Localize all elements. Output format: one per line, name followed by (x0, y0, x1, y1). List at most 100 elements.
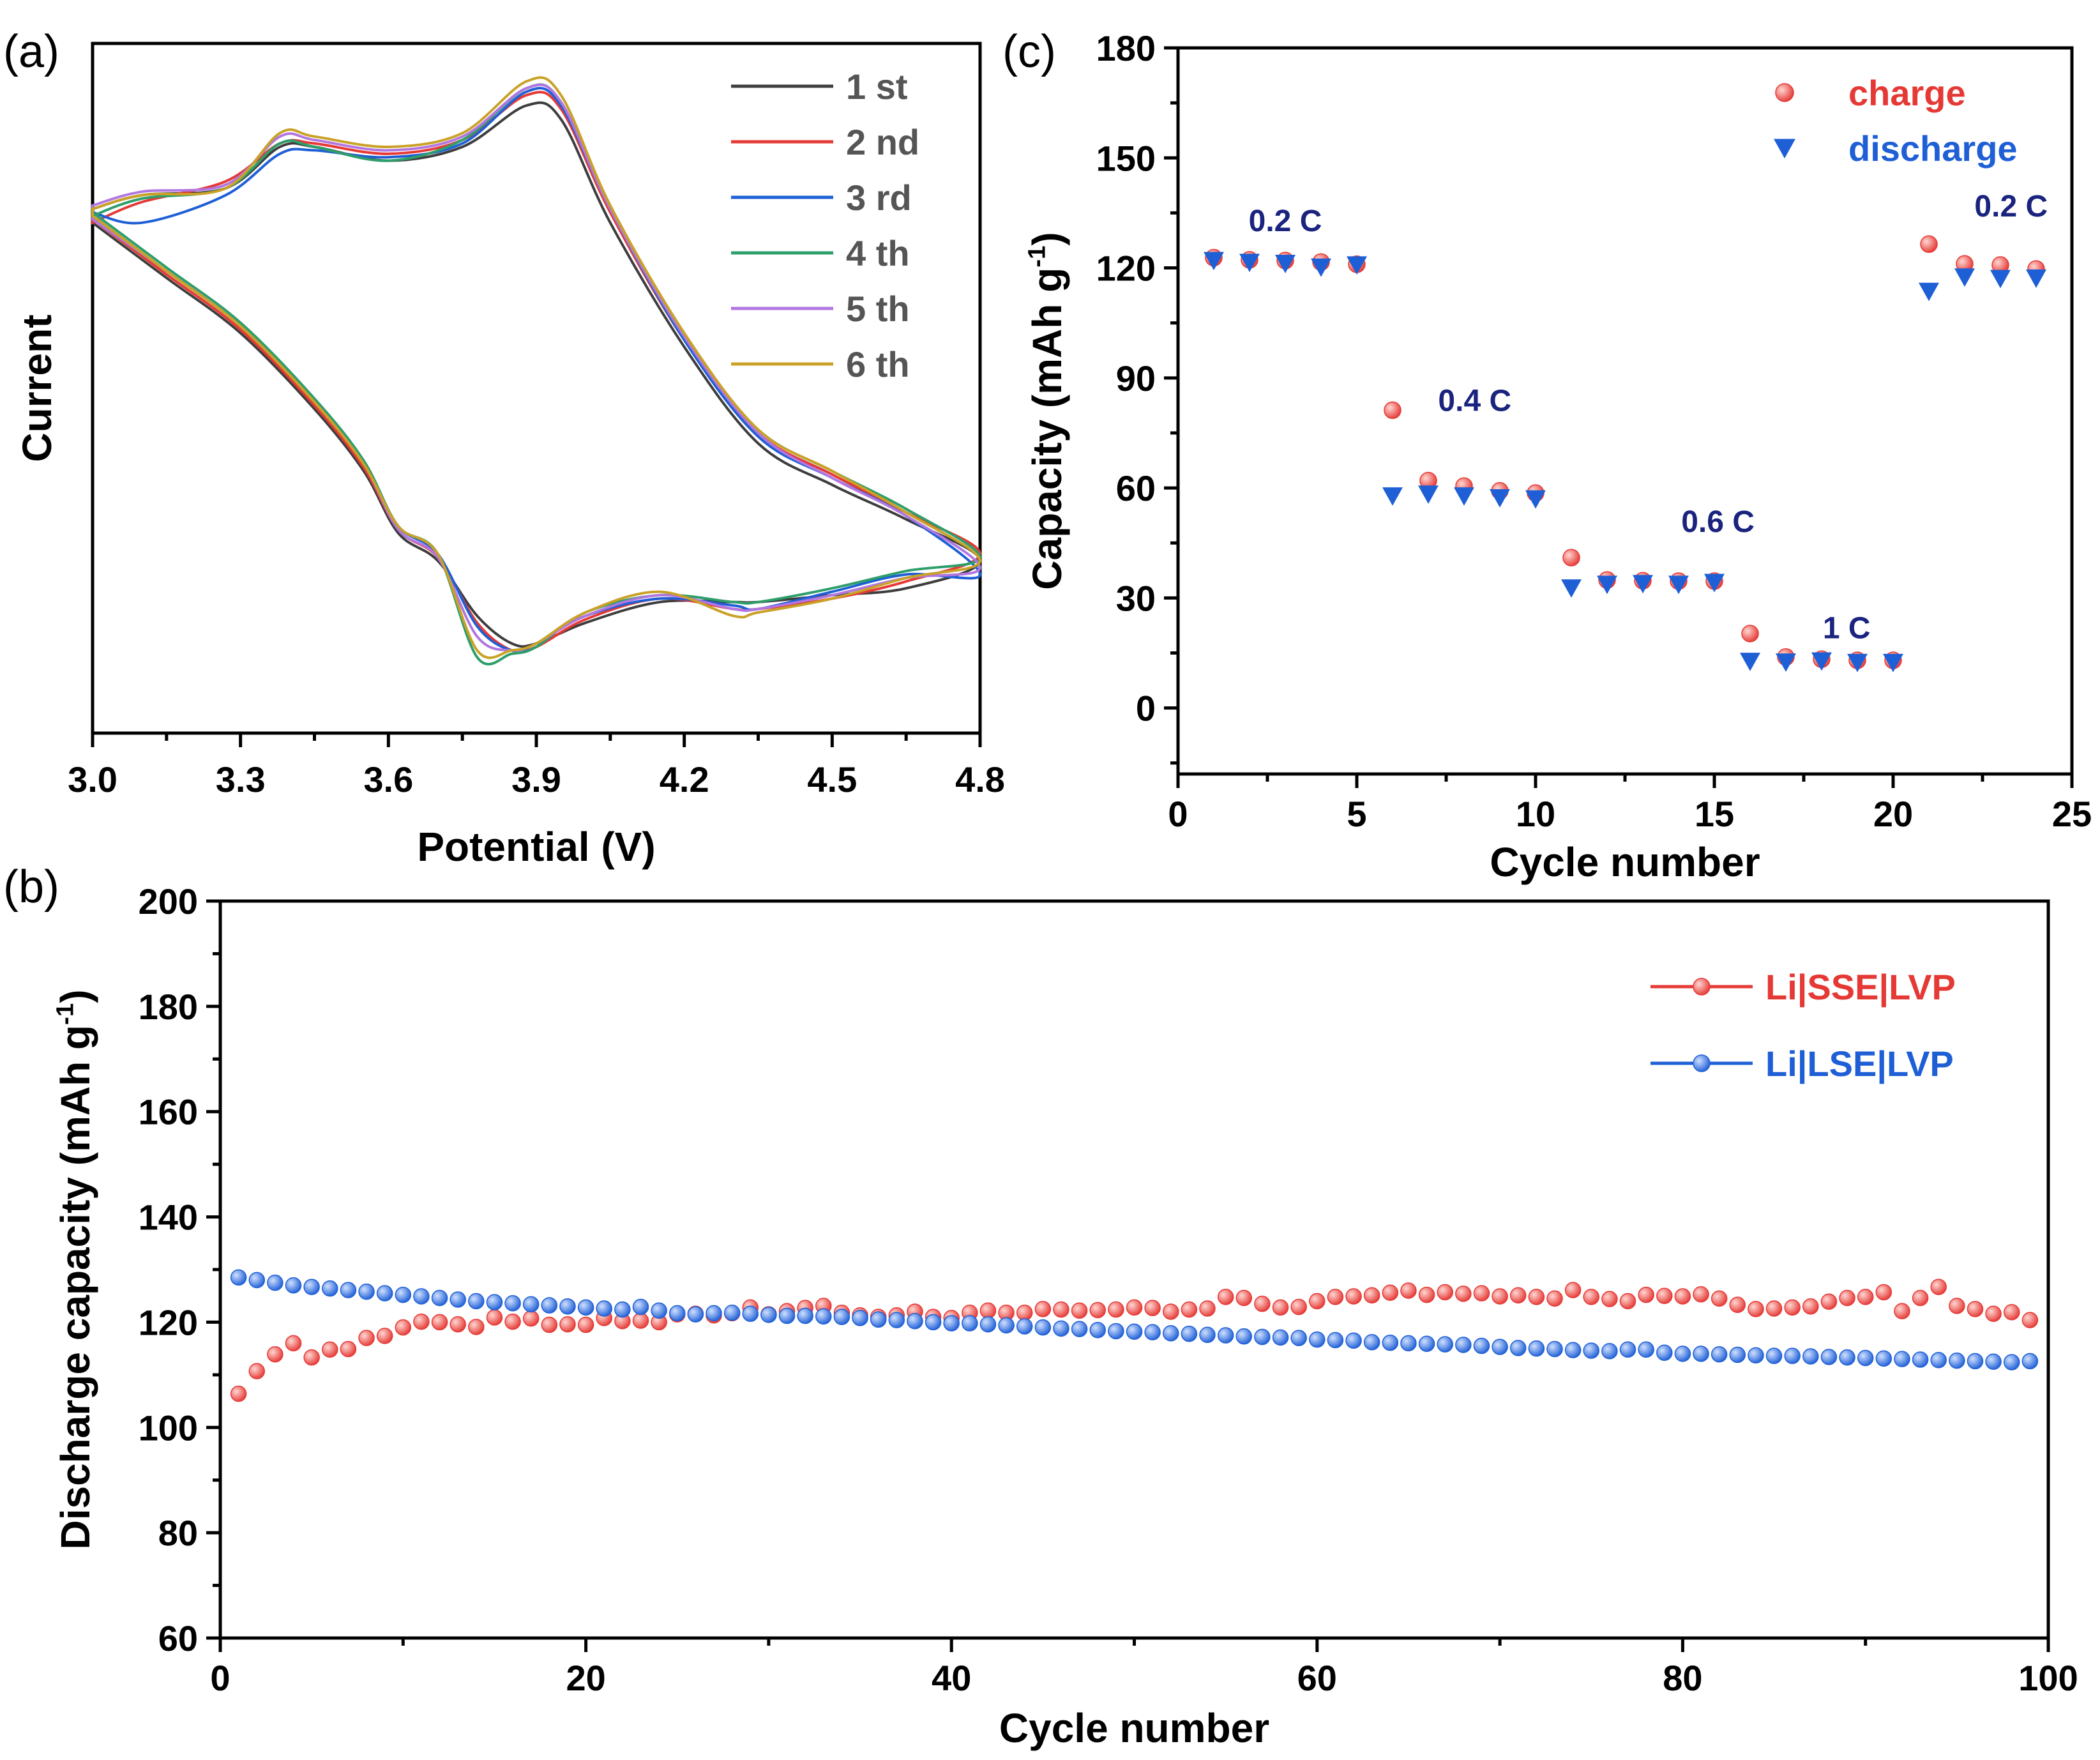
data-point (1290, 1330, 1307, 1346)
data-point (468, 1319, 485, 1335)
data-point (1089, 1301, 1106, 1319)
rate-annotation: 0.2 C (1249, 204, 1322, 238)
data-point (1418, 485, 1439, 504)
data-point (2021, 1353, 2039, 1370)
data-point (1345, 1288, 1362, 1305)
series-lse (230, 1269, 2039, 1370)
y-tick-label: 120 (1096, 248, 1156, 289)
data-point (1619, 1293, 1636, 1310)
data-point (230, 1385, 247, 1402)
data-point (1674, 1346, 1691, 1362)
data-point (1528, 1340, 1545, 1357)
data-point (1525, 490, 1546, 509)
data-point (1272, 1329, 1289, 1346)
data-point (1633, 575, 1653, 594)
data-point (1327, 1331, 1344, 1349)
data-point (1217, 1289, 1234, 1305)
data-point (1875, 1284, 1892, 1301)
data-point (449, 1316, 466, 1333)
data-point (1384, 401, 1401, 420)
data-point (1199, 1326, 1216, 1343)
legend-label: 1 st (846, 66, 908, 107)
legend-label: 4 th (846, 233, 910, 273)
data-point (1089, 1322, 1106, 1339)
data-point (1254, 1328, 1271, 1346)
cv-curve-6 (91, 76, 982, 659)
x-tick-label: 4.2 (660, 759, 709, 800)
data-point (1034, 1301, 1052, 1317)
data-point (2003, 1354, 2020, 1370)
legend-label: 5 th (846, 289, 910, 329)
y-axis-label: Discharge capacity (mAh g-1) (51, 989, 98, 1549)
panel-c: 0 5 10 15 20 25 0 30 60 90 120 150 180 0.2 C 0.4 C 0.6 … (1002, 26, 2092, 885)
cv-curve-1 (91, 101, 982, 648)
data-point (248, 1271, 266, 1289)
data-point (778, 1307, 796, 1324)
y-axis-label: Capacity (mAh g-1) (1023, 232, 1070, 589)
legend-label: 3 rd (846, 178, 912, 218)
data-point (1748, 1301, 1764, 1317)
data-point (1347, 256, 1367, 275)
legend-label: 6 th (846, 344, 910, 384)
legend-label: discharge (1848, 128, 2018, 169)
data-point (1583, 1342, 1599, 1359)
data-point (468, 1293, 485, 1310)
data-point (230, 1269, 247, 1286)
data-point (1967, 1353, 1984, 1370)
data-point (1509, 1340, 1527, 1356)
data-point (614, 1301, 631, 1318)
data-point (1053, 1320, 1069, 1337)
data-point (1181, 1325, 1198, 1342)
data-point (285, 1335, 302, 1352)
legend-marker (1774, 139, 1795, 159)
data-point (1199, 1300, 1216, 1317)
data-point (1711, 1290, 1728, 1307)
y-tick-label: 80 (158, 1513, 198, 1553)
x-tick-label: 20 (566, 1658, 605, 1698)
data-point (1363, 1334, 1380, 1351)
data-point (522, 1296, 540, 1313)
data-point (1820, 1293, 1838, 1310)
data-point (1894, 1351, 1910, 1367)
data-point (998, 1317, 1015, 1334)
data-point (742, 1305, 759, 1322)
legend-marker (1775, 83, 1794, 102)
data-point (888, 1312, 905, 1328)
x-tick-label: 100 (2018, 1658, 2078, 1698)
data-point (651, 1302, 667, 1319)
data-point (1382, 487, 1403, 506)
data-point (1765, 1347, 1783, 1364)
data-point (358, 1283, 375, 1300)
data-point (706, 1305, 722, 1322)
y-tick-label: 60 (158, 1618, 198, 1658)
data-point (870, 1311, 887, 1328)
x-tick-label: 0 (1168, 794, 1188, 834)
panel-label-c: (c) (1002, 26, 1056, 77)
data-point (1765, 1300, 1783, 1317)
data-point (449, 1291, 466, 1308)
data-point (1509, 1287, 1527, 1304)
data-point (1638, 1341, 1654, 1358)
data-point (1528, 1289, 1545, 1305)
data-point (1919, 282, 1939, 301)
data-point (1784, 1347, 1801, 1364)
data-point (1492, 1288, 1508, 1305)
y-axis-label: Current (14, 314, 60, 462)
data-point (1912, 1289, 1929, 1307)
data-point (1985, 1305, 2002, 1322)
data-point (1254, 1295, 1271, 1312)
y-tick-label: 120 (139, 1302, 198, 1342)
y-tick-label: 0 (1136, 688, 1156, 729)
data-point (559, 1316, 576, 1333)
legend-label: Li|SSE|LVP (1765, 967, 1956, 1008)
data-point (395, 1286, 412, 1303)
data-point (632, 1312, 649, 1329)
data-point (340, 1340, 357, 1358)
data-point (1016, 1318, 1033, 1335)
data-point (1071, 1321, 1088, 1337)
y-tick-label: 180 (139, 987, 198, 1027)
data-point (376, 1328, 393, 1344)
data-point (797, 1307, 813, 1324)
data-point (1920, 235, 1938, 253)
